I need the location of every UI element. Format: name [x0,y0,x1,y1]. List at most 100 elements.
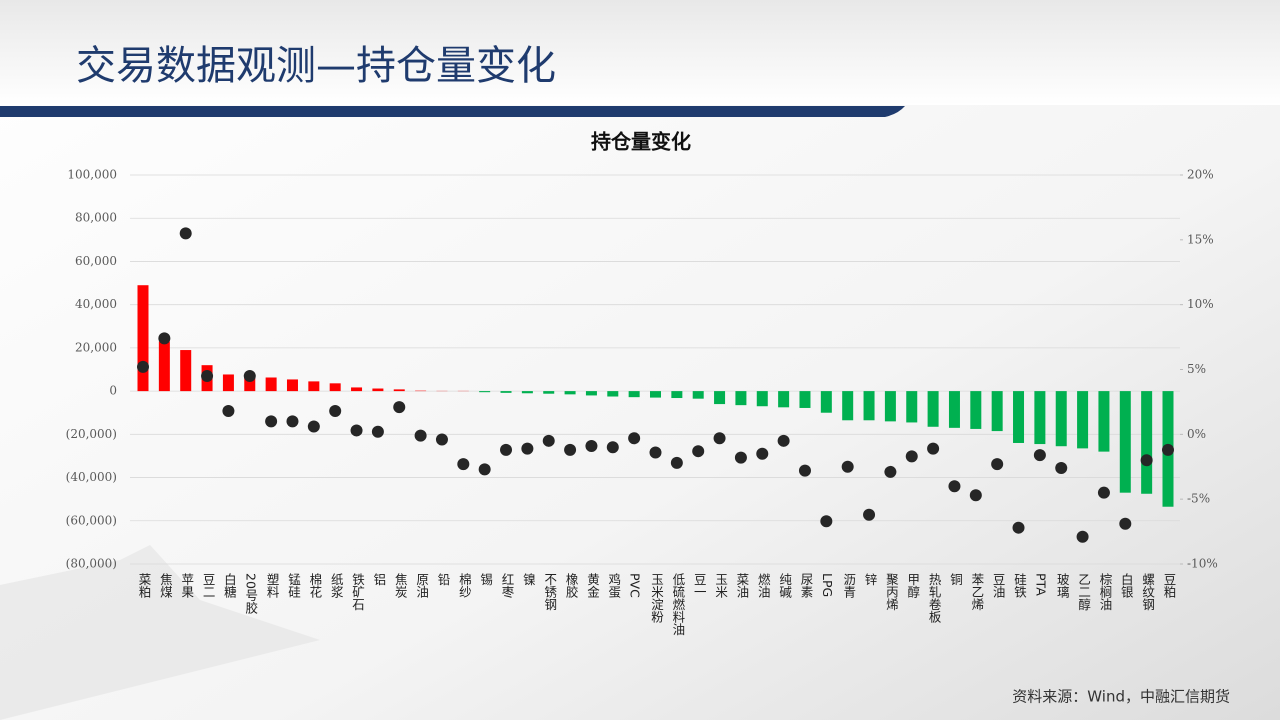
bar [863,391,875,421]
y-tick-label: 60,000 [75,254,117,268]
dot [414,429,427,442]
x-tick-label: 铝 [371,572,386,586]
bar [180,350,192,392]
x-tick-label: 锌 [863,573,878,586]
x-tick-label: 豆二 [201,573,216,598]
x-tick-label: 苹果 [179,573,194,598]
dot [927,442,940,455]
y2-tick-label: 15% [1187,232,1214,246]
bar [650,391,661,398]
x-tick-label: 棉纱 [457,573,472,598]
bar [607,391,619,397]
bar [778,391,790,408]
dot [649,446,662,459]
x-tick-label: 白糖 [222,572,237,599]
skyline-deco [0,545,320,720]
chart-title: 持仓量变化 [591,130,691,154]
y-tick-label: 40,000 [75,297,117,311]
dot [457,458,470,471]
dot [179,227,192,240]
bar [970,391,982,429]
header-bg [0,0,1280,105]
dot [692,445,705,458]
dot [1033,449,1046,462]
x-tick-label: 玻璃 [1055,573,1070,599]
x-tick-label: LPG [820,573,835,597]
bar [222,374,234,392]
bar [543,391,555,394]
bar [286,379,298,392]
x-tick-label: 不锈钢 [542,573,557,611]
bar [991,391,1003,432]
dot [393,401,406,414]
dot [1012,521,1025,534]
bar [842,391,854,421]
x-tick-label: 原油 [414,573,429,598]
x-tick-label: 棕榈油 [1097,572,1112,611]
dot [841,460,854,473]
dot [1055,462,1068,475]
y2-tick-label: 10% [1187,297,1214,311]
x-tick-label: 热轧卷板 [927,573,942,624]
dot [798,464,811,477]
dot [670,456,683,469]
bar [1119,391,1131,493]
x-tick-label: 纸浆 [329,573,344,598]
dot [905,450,918,463]
x-tick-label: 玉米淀粉 [649,573,664,623]
x-tick-label: 棉花 [307,573,322,599]
bar [500,391,512,393]
x-tick-label: 红枣 [500,572,515,599]
y-tick-label: (60,000) [66,513,117,527]
plot: (80,000) (60,000) (40,000) (20,000) 0 20,000 4… [66,168,1218,636]
bar [671,391,683,399]
dot [329,404,342,417]
dot [478,463,491,476]
bar [308,381,320,392]
bar [927,391,939,427]
bar [692,391,704,399]
y2-tick-label: 0% [1187,427,1206,441]
x-tick-label: 铜 [948,572,963,586]
dot [500,443,513,456]
y-tick-label: 0 [109,384,117,398]
x-tick-label: 乙二醇 [1076,573,1091,611]
y2-tick-label: 20% [1187,168,1214,182]
dot [350,424,363,437]
x-tick-label: 黄金 [585,573,600,598]
x-tick-label: 螺纹钢 [1140,573,1155,611]
x-tick-label: 甲醇 [905,573,920,598]
x-tick-label: 豆油 [991,573,1006,598]
dot [1162,443,1174,456]
x-tick-label: 沥青 [841,573,856,599]
y-tick-label: 20,000 [75,340,117,354]
dot [307,420,320,433]
x-tick-label: 塑料 [265,572,280,598]
dot [585,440,598,453]
dot [1140,454,1153,467]
y2-tick-label: -5% [1187,492,1210,506]
bar [628,391,640,398]
x-tick-label: 纯碱 [777,573,792,599]
dot [201,369,214,382]
x-tick-label: 燃油 [756,572,771,598]
dot [286,415,299,428]
dot [863,508,876,521]
dot [542,434,555,447]
bar [393,389,405,392]
x-tick-label: 鸡蛋 [606,572,621,599]
x-tick-label: 锡 [478,572,493,586]
dot [1097,486,1110,499]
bar [351,387,363,392]
x-tick-label: 铁矿石 [350,573,365,611]
x-tick-label: 20号胶 [243,573,258,614]
x-tick-label: 菜油 [734,573,749,598]
x-tick-label: PVC [628,573,643,598]
x-tick-label: 白银 [1119,572,1134,598]
bar [714,391,726,405]
x-tick-label: 豆粕 [1162,573,1177,598]
bar [244,375,256,392]
x-tick-label: 豆一 [692,573,707,598]
x-tick-label: 尿素 [798,573,813,598]
